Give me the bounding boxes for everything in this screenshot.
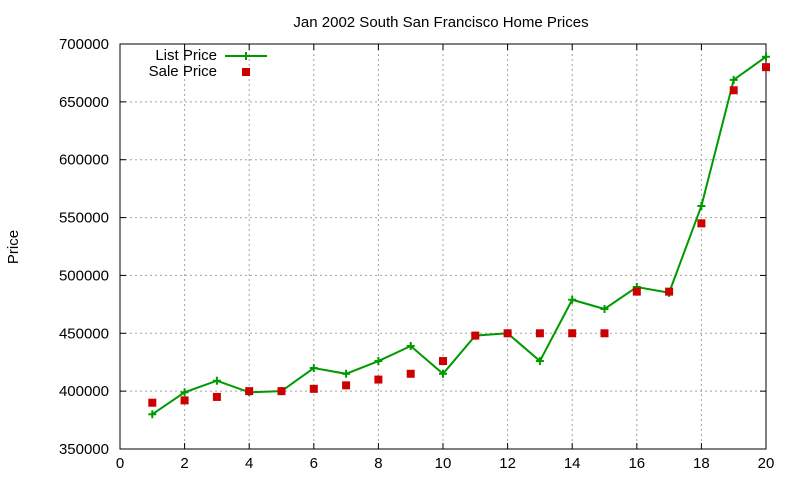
list-price-point: [762, 52, 770, 61]
list-price-point: [309, 364, 318, 372]
sale-price-point: [535, 329, 544, 338]
sale-price-point: [600, 329, 609, 338]
y-tick-label: 600000: [59, 152, 109, 169]
y-tick-label: 550000: [59, 210, 109, 227]
series-layer: [148, 52, 770, 419]
list-price-point: [697, 202, 706, 210]
sale-price-point: [374, 375, 383, 384]
y-tick-label: 400000: [59, 383, 109, 400]
x-tick-label: 18: [693, 455, 710, 472]
ticks: 0 2 4 6 8 10 12 14 16 18 20 350000 400000 450000 50000…: [59, 36, 774, 472]
sale-price-point: [665, 287, 674, 296]
list-price-point: [212, 376, 221, 385]
list-price-point: [342, 369, 351, 378]
sale-price-point: [342, 381, 351, 390]
legend-label-sale-price: Sale Price: [149, 63, 217, 80]
sale-price-point: [762, 63, 770, 72]
y-axis-label: Price: [5, 230, 22, 264]
x-tick-label: 10: [435, 455, 452, 472]
y-tick-label: 650000: [59, 94, 109, 111]
y-tick-label: 500000: [59, 267, 109, 284]
list-price-point: [406, 342, 415, 351]
sale-price-point: [309, 384, 318, 393]
sale-price-point: [180, 396, 189, 405]
sale-price-point: [632, 287, 641, 296]
sale-price-point: [503, 329, 512, 338]
sale-price-point: [568, 329, 577, 338]
sale-price-point: [439, 357, 447, 366]
list-price-point: [600, 304, 609, 313]
list-price-line: [151, 55, 767, 416]
y-tick-label: 350000: [59, 441, 109, 458]
x-tick-label: 14: [564, 455, 581, 472]
y-tick-label: 700000: [59, 36, 109, 53]
sale-price-point: [729, 86, 738, 95]
sale-price-point: [277, 387, 286, 396]
legend: List Price Sale Price: [149, 47, 267, 80]
x-tick-label: 20: [758, 455, 775, 472]
x-tick-label: 4: [245, 455, 253, 472]
sale-price-point: [471, 331, 480, 340]
x-tick-label: 0: [116, 455, 124, 472]
sale-price-point: [212, 392, 221, 401]
x-tick-label: 6: [310, 455, 318, 472]
sale-price-point: [697, 219, 706, 228]
x-tick-label: 2: [180, 455, 188, 472]
x-tick-label: 16: [628, 455, 645, 472]
sale-price-point: [245, 387, 254, 396]
chart-title: Jan 2002 South San Francisco Home Prices: [293, 14, 588, 31]
sale-price-point: [406, 369, 415, 378]
grid: [120, 44, 766, 449]
list-price-point: [568, 295, 577, 304]
legend-label-list-price: List Price: [155, 47, 217, 64]
list-price-point: [729, 75, 738, 84]
list-price-point: [148, 410, 157, 419]
list-price-point: [535, 357, 544, 366]
sale-price-point: [148, 398, 157, 407]
x-tick-label: 12: [499, 455, 516, 472]
list-price-point: [180, 388, 189, 397]
x-tick-label: 8: [374, 455, 382, 472]
list-price-point: [439, 369, 447, 378]
y-tick-label: 450000: [59, 325, 109, 342]
legend-sale-price-marker: [242, 68, 250, 76]
list-price-point: [374, 357, 383, 366]
